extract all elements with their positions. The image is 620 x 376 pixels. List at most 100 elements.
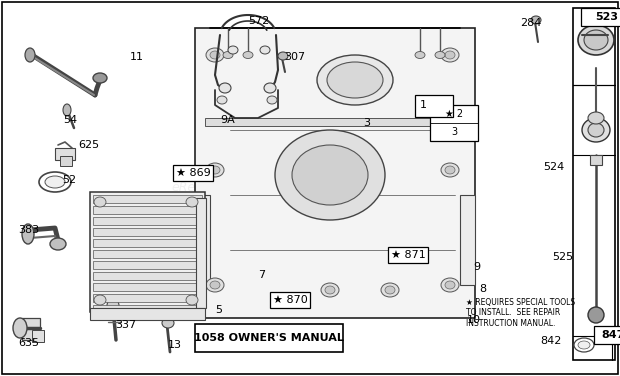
Text: 337: 337	[115, 320, 136, 330]
Ellipse shape	[381, 283, 399, 297]
Ellipse shape	[385, 286, 395, 294]
Bar	[573, 8, 615, 360]
Ellipse shape	[206, 278, 224, 292]
Bar	[32, 330, 44, 342]
Ellipse shape	[317, 55, 393, 105]
Text: ★ 869: ★ 869	[175, 168, 210, 178]
Text: ★ 870: ★ 870	[273, 295, 308, 305]
Text: 8: 8	[479, 284, 486, 294]
Ellipse shape	[441, 278, 459, 292]
Ellipse shape	[243, 52, 253, 59]
Ellipse shape	[94, 197, 106, 207]
Text: 842: 842	[540, 336, 561, 346]
Text: 635: 635	[18, 338, 39, 348]
Ellipse shape	[445, 281, 455, 289]
Text: 307: 307	[284, 52, 305, 62]
Ellipse shape	[50, 238, 66, 250]
Text: 52: 52	[62, 175, 76, 185]
Text: 13: 13	[168, 340, 182, 350]
Text: 383: 383	[18, 225, 39, 235]
Bar	[93, 195, 202, 203]
Ellipse shape	[278, 52, 288, 60]
Bar	[430, 105, 478, 141]
Ellipse shape	[275, 130, 385, 220]
Ellipse shape	[325, 286, 335, 294]
Bar	[93, 305, 202, 313]
Text: 524: 524	[543, 162, 564, 172]
Ellipse shape	[578, 341, 590, 349]
Ellipse shape	[219, 83, 231, 93]
Ellipse shape	[206, 163, 224, 177]
Ellipse shape	[574, 338, 594, 352]
Ellipse shape	[260, 46, 270, 54]
Ellipse shape	[223, 52, 233, 59]
Text: 9A: 9A	[220, 115, 235, 125]
Bar	[195, 195, 210, 285]
Text: 9: 9	[473, 262, 480, 272]
Bar	[93, 261, 202, 269]
Ellipse shape	[94, 295, 106, 305]
Bar	[90, 192, 205, 312]
Ellipse shape	[186, 295, 198, 305]
Ellipse shape	[206, 48, 224, 62]
Bar	[196, 198, 206, 308]
Ellipse shape	[415, 52, 425, 59]
Bar	[415, 95, 453, 117]
Bar	[195, 324, 343, 352]
Bar	[460, 195, 475, 285]
Text: 572: 572	[248, 16, 269, 26]
Ellipse shape	[162, 318, 174, 328]
Text: 284: 284	[520, 18, 541, 28]
Ellipse shape	[584, 30, 608, 50]
Text: 11: 11	[130, 52, 144, 62]
Ellipse shape	[321, 283, 339, 297]
Ellipse shape	[445, 166, 455, 174]
Ellipse shape	[531, 16, 541, 24]
Bar	[590, 155, 602, 165]
Text: 847: 847	[601, 330, 620, 340]
Ellipse shape	[292, 145, 368, 205]
Bar	[90, 308, 205, 320]
Ellipse shape	[107, 298, 119, 314]
Ellipse shape	[267, 96, 277, 104]
Text: 5: 5	[215, 305, 222, 315]
Ellipse shape	[578, 25, 614, 55]
Ellipse shape	[588, 123, 604, 137]
Ellipse shape	[13, 318, 27, 338]
Text: ★ REQUIRES SPECIAL TOOLS
TO INSTALL.  SEE REPAIR
INSTRUCTION MANUAL.: ★ REQUIRES SPECIAL TOOLS TO INSTALL. SEE…	[466, 298, 575, 328]
Bar	[195, 28, 475, 318]
Ellipse shape	[25, 48, 35, 62]
Bar	[93, 283, 202, 291]
Ellipse shape	[210, 281, 220, 289]
Bar	[93, 228, 202, 236]
Text: 3: 3	[451, 127, 457, 137]
Ellipse shape	[445, 51, 455, 59]
Ellipse shape	[327, 62, 383, 98]
Ellipse shape	[264, 83, 276, 93]
Ellipse shape	[39, 172, 71, 192]
Ellipse shape	[435, 52, 445, 59]
Text: 1058 OWNER'S MANUAL: 1058 OWNER'S MANUAL	[194, 333, 344, 343]
Ellipse shape	[22, 224, 34, 244]
Bar	[93, 239, 202, 247]
Bar	[93, 206, 202, 214]
Text: 525: 525	[552, 252, 573, 262]
Ellipse shape	[45, 176, 65, 188]
Bar	[60, 156, 72, 166]
Text: 1: 1	[420, 100, 427, 110]
Ellipse shape	[588, 307, 604, 323]
Text: ★ 2: ★ 2	[445, 109, 463, 119]
Bar	[93, 250, 202, 258]
Ellipse shape	[228, 46, 238, 54]
Text: ★ 871: ★ 871	[391, 250, 425, 260]
Text: 3: 3	[363, 118, 370, 128]
Text: 54: 54	[63, 115, 77, 125]
Text: eReplacementParts.com: eReplacementParts.com	[172, 182, 324, 194]
Ellipse shape	[441, 163, 459, 177]
Bar	[581, 8, 620, 26]
Text: 625: 625	[78, 140, 99, 150]
Ellipse shape	[588, 112, 604, 124]
Ellipse shape	[217, 96, 227, 104]
Bar	[594, 326, 620, 344]
Bar	[205, 118, 465, 126]
